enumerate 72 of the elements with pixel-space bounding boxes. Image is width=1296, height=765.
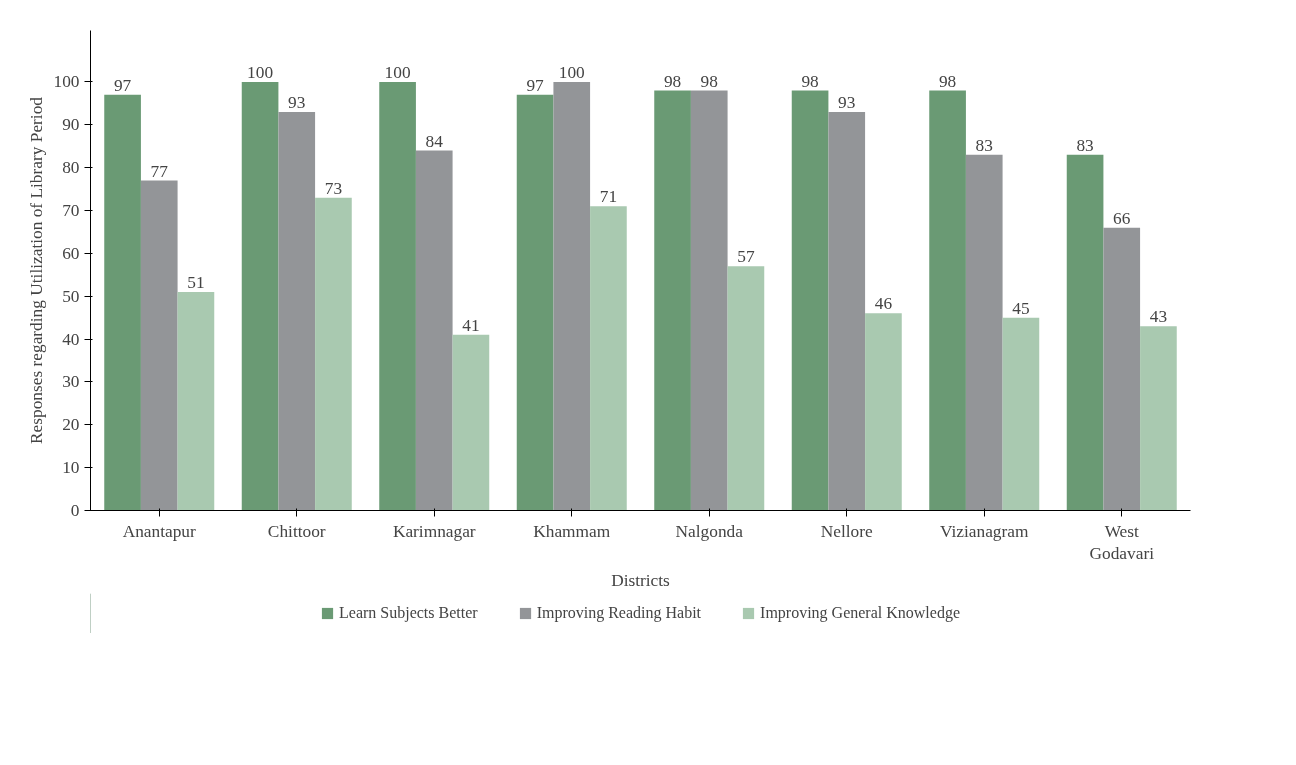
x-tick-label: West Godavari (1089, 521, 1155, 564)
data-label: 46 (874, 294, 893, 314)
data-label: 98 (801, 71, 819, 91)
bar (690, 90, 728, 511)
y-tick-label: 40 (62, 329, 80, 349)
data-label: 98 (700, 71, 718, 91)
bar (791, 90, 829, 511)
bar (1103, 227, 1141, 511)
y-tick-label: 50 (62, 286, 80, 306)
data-label: 41 (462, 315, 480, 335)
bar (516, 94, 554, 511)
data-label: 71 (599, 187, 618, 207)
legend-label: Improving Reading Habit (536, 604, 702, 622)
y-axis-title: Responses regarding Utilization of Library Period (26, 96, 46, 444)
x-tick-label: Karimnagar (392, 521, 476, 541)
data-label: 45 (1012, 298, 1030, 318)
x-tick-label: Nalgonda (675, 521, 744, 541)
bar (177, 291, 215, 511)
legend-label: Improving General Knowledge (760, 604, 960, 622)
data-label: 77 (150, 161, 169, 181)
bar (553, 81, 591, 511)
data-label: 98 (938, 71, 957, 91)
data-label: 83 (1076, 135, 1094, 155)
x-tick-label: Anantapur (122, 521, 197, 541)
y-tick-label: 70 (62, 201, 80, 220)
legend-label: Learn Subjects Better (339, 604, 478, 622)
y-tick-label: 90 (62, 115, 80, 135)
data-label: 73 (324, 178, 343, 198)
y-tick-label: 30 (62, 372, 80, 392)
bar (828, 111, 866, 511)
data-label: 100 (384, 62, 411, 82)
bar (590, 206, 627, 511)
bar (865, 313, 902, 511)
data-label: 83 (975, 135, 993, 155)
data-label: 98 (663, 71, 682, 91)
y-tick-label: 20 (62, 415, 80, 435)
bar (104, 94, 141, 511)
data-label: 51 (187, 272, 205, 292)
bar (415, 150, 453, 511)
x-tick-label: Nellore (820, 521, 874, 541)
bar (140, 180, 178, 511)
bar (727, 266, 765, 511)
data-label: 57 (737, 247, 755, 267)
bar (965, 154, 1003, 511)
bar (241, 81, 279, 511)
bar (929, 90, 966, 511)
bar (654, 90, 691, 511)
bar (452, 334, 490, 511)
y-tick-label: 60 (62, 243, 80, 263)
data-label: 93 (838, 92, 856, 112)
x-tick-label: Chittoor (267, 521, 326, 541)
data-label: 43 (1149, 307, 1168, 327)
bar (1002, 317, 1040, 511)
data-label: 100 (247, 62, 274, 82)
x-tick-label: Vizianagram (940, 521, 1029, 541)
x-axis-title: Districts (611, 571, 671, 591)
data-label: 84 (425, 131, 444, 151)
data-label: 66 (1113, 208, 1131, 228)
y-tick-label: 10 (62, 458, 80, 478)
y-tick-label: 80 (62, 158, 80, 178)
y-tick-label: 0 (70, 501, 80, 520)
bar (278, 111, 316, 511)
data-label: 97 (113, 75, 132, 95)
bar (1140, 326, 1177, 511)
y-tick-label: 100 (53, 72, 80, 92)
bar (315, 197, 352, 511)
bar (1066, 154, 1104, 511)
data-label: 97 (526, 75, 545, 95)
x-tick-label: Khammam (533, 521, 611, 541)
data-label: 100 (558, 62, 585, 82)
data-label: 93 (288, 92, 306, 112)
bar (379, 81, 416, 511)
